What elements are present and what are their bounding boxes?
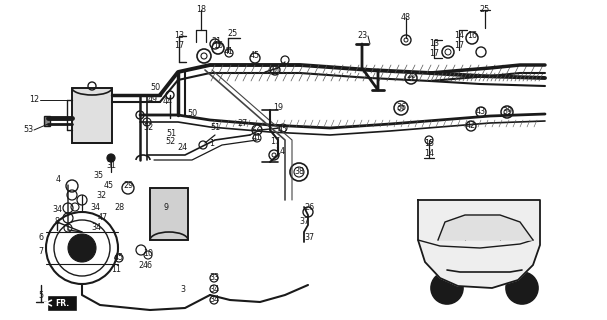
Text: 27: 27 [238, 119, 248, 129]
Text: 14: 14 [275, 148, 285, 156]
Text: 17: 17 [454, 42, 464, 51]
Text: 19: 19 [273, 102, 283, 111]
Text: 25: 25 [227, 29, 237, 38]
Text: 48: 48 [401, 13, 411, 22]
Circle shape [107, 154, 115, 162]
Text: 50: 50 [150, 84, 160, 92]
Bar [150, 188, 188, 240]
Text: 41: 41 [252, 133, 262, 142]
Text: 29: 29 [123, 180, 133, 189]
Polygon shape [418, 200, 540, 288]
Text: 18: 18 [196, 5, 206, 14]
Text: 22: 22 [252, 123, 262, 132]
Text: 13: 13 [429, 39, 439, 49]
Text: 16: 16 [467, 30, 477, 39]
Text: 7: 7 [38, 247, 44, 257]
Text: 14: 14 [454, 30, 464, 39]
Text: 14: 14 [424, 149, 434, 158]
Text: 45: 45 [104, 181, 114, 190]
Text: 5: 5 [38, 291, 44, 300]
Text: 34: 34 [209, 284, 219, 293]
Circle shape [443, 284, 451, 292]
Text: 53: 53 [23, 125, 33, 134]
Text: 15: 15 [424, 139, 434, 148]
Text: 37: 37 [304, 234, 314, 243]
Text: 31: 31 [106, 161, 116, 170]
Text: 8: 8 [55, 218, 59, 227]
Text: 38: 38 [294, 167, 304, 177]
Text: 37: 37 [299, 217, 309, 226]
Text: 17: 17 [429, 50, 439, 59]
Circle shape [438, 279, 456, 297]
Circle shape [431, 272, 463, 304]
Text: 47: 47 [98, 213, 108, 222]
Circle shape [68, 234, 96, 262]
Text: 34: 34 [209, 295, 219, 305]
Text: 45: 45 [250, 51, 260, 60]
Text: 39: 39 [502, 108, 512, 116]
Bar [44, 116, 50, 126]
Text: 25: 25 [480, 5, 490, 14]
Text: 33: 33 [209, 274, 219, 283]
Text: 50: 50 [187, 109, 197, 118]
Text: 23: 23 [357, 31, 367, 41]
Bar [72, 88, 112, 143]
Text: 1: 1 [209, 139, 214, 148]
Text: 51: 51 [210, 124, 220, 132]
Text: 17: 17 [270, 138, 280, 147]
Text: FR.: FR. [55, 299, 69, 308]
Text: 43: 43 [476, 108, 486, 116]
Text: 51: 51 [166, 129, 176, 138]
Text: 3: 3 [180, 285, 186, 294]
Text: 21: 21 [211, 37, 221, 46]
Text: 40: 40 [270, 68, 280, 76]
Text: 12: 12 [29, 95, 39, 105]
Text: 16: 16 [213, 42, 223, 51]
Text: 6: 6 [38, 234, 44, 243]
Text: 24: 24 [177, 142, 187, 151]
Circle shape [518, 284, 526, 292]
Polygon shape [438, 215, 533, 240]
Text: 52: 52 [143, 124, 153, 132]
Text: 26: 26 [304, 203, 314, 212]
Bar [72, 88, 112, 143]
Text: 52: 52 [166, 137, 176, 146]
Bar [48, 296, 76, 310]
Circle shape [513, 279, 531, 297]
Text: 9: 9 [163, 203, 169, 212]
Text: 4: 4 [55, 175, 61, 185]
Text: 17: 17 [174, 42, 184, 51]
Text: 42: 42 [466, 122, 476, 131]
Text: 32: 32 [96, 191, 106, 201]
Text: 49: 49 [148, 95, 158, 105]
Text: 46: 46 [143, 260, 153, 269]
Text: 34: 34 [91, 223, 101, 233]
Text: 11: 11 [111, 266, 121, 275]
Text: 36: 36 [396, 103, 406, 113]
Text: 10: 10 [143, 249, 153, 258]
Text: 45: 45 [278, 125, 288, 134]
Text: 20: 20 [406, 70, 416, 79]
Text: 45: 45 [114, 253, 124, 262]
Text: 34: 34 [52, 205, 62, 214]
Text: 28: 28 [114, 203, 124, 212]
Text: 2: 2 [138, 260, 144, 269]
Text: 13: 13 [174, 30, 184, 39]
Circle shape [506, 272, 538, 304]
Bar [150, 188, 188, 240]
Text: 41: 41 [224, 46, 234, 55]
Text: 35: 35 [93, 172, 103, 180]
Text: 34: 34 [90, 204, 100, 212]
Text: 44: 44 [163, 98, 173, 107]
